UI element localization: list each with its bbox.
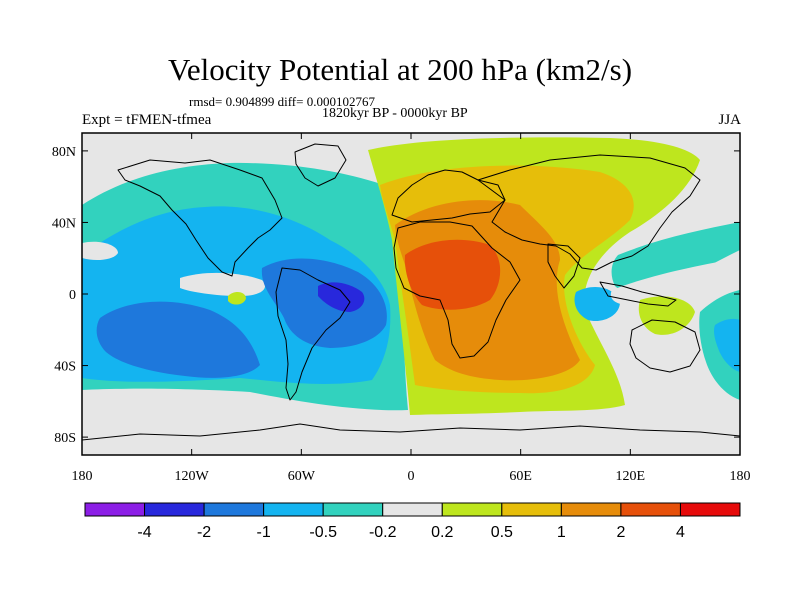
antarctica-outline (82, 423, 740, 441)
x-tick-label: 180 (730, 469, 751, 484)
period-line: 1820kyr BP - 0000kyr BP (322, 106, 468, 121)
colorbar-swatch (322, 502, 384, 517)
north-america-outline (117, 159, 283, 277)
y-axis-ticks: 80N 40N 0 40S 80S (52, 145, 740, 446)
africa-outline (393, 221, 521, 359)
colorbar-swatch (441, 502, 503, 517)
greenland-outline (294, 143, 347, 187)
east-pacific-neutral-band (610, 258, 740, 305)
australia-outline (629, 319, 701, 373)
colorbar-label: -4 (137, 524, 151, 541)
y-tick-label: 80N (52, 145, 76, 160)
europe-outline (391, 169, 506, 223)
colorbar-swatch (501, 502, 562, 517)
colorbar-label: -0.2 (369, 524, 397, 541)
coastlines (82, 143, 740, 441)
colorbar-swatch (144, 502, 205, 517)
colorbar-swatch (263, 502, 324, 517)
x-tick-label: 180 (72, 469, 93, 484)
x-tick-label: 60E (509, 469, 532, 484)
east-edge-lightblue-patch (714, 318, 740, 372)
colorbar-label: 0.5 (491, 524, 513, 541)
colorbar: -4 -2 -1 -0.5 -0.2 0.2 0.5 1 2 4 (84, 502, 741, 541)
contour-field (82, 133, 740, 455)
negative-blue-region-atlantic (261, 258, 387, 348)
experiment-label: Expt = tFMEN-tfmea (82, 112, 212, 128)
india-outline (547, 243, 581, 289)
y-tick-label: 0 (69, 288, 76, 303)
southeast-asia-islands-outline (599, 281, 677, 307)
stats-line: rmsd= 0.904899 diff= 0.000102767 (189, 94, 375, 109)
asia-outline (477, 154, 701, 271)
colorbar-label: 2 (616, 524, 625, 541)
south-america-outline (275, 267, 351, 401)
colorbar-swatch (84, 502, 146, 517)
colorbar-swatch (620, 502, 681, 517)
neutral-hole-pacific (180, 272, 266, 296)
colorbar-label: 4 (676, 524, 685, 541)
positive-lime-spot (228, 292, 246, 305)
neutral-hole-west (82, 241, 118, 261)
negative-blue-region-pacific (96, 301, 260, 378)
colorbar-swatch (203, 502, 265, 517)
colorbar-swatch (560, 502, 622, 517)
negative-darkblue-region (318, 282, 365, 312)
east-pacific-lightblue-patch (574, 287, 620, 322)
colorbar-swatch (382, 502, 443, 517)
season-label: JJA (718, 112, 741, 128)
colorbar-label: -2 (197, 524, 211, 541)
colorbar-label: 0.2 (431, 524, 453, 541)
y-tick-label: 40S (54, 360, 76, 375)
x-tick-label: 60W (288, 469, 316, 484)
colorbar-label: -0.5 (309, 524, 337, 541)
colorbar-label: 1 (557, 524, 566, 541)
x-axis-ticks: 180 120W 60W 0 60E 120E 180 (72, 133, 751, 484)
y-tick-label: 40N (52, 216, 76, 231)
y-tick-label: 80S (54, 431, 76, 446)
positive-redorange-region (404, 239, 501, 310)
colorbar-label: -1 (257, 524, 271, 541)
x-tick-label: 120E (616, 469, 646, 484)
x-tick-label: 120W (175, 469, 210, 484)
plot-title: Velocity Potential at 200 hPa (km2/s) (167, 52, 633, 87)
east-pacific-cyan-band (611, 222, 740, 294)
colorbar-swatch (679, 502, 741, 517)
x-tick-label: 0 (408, 469, 415, 484)
